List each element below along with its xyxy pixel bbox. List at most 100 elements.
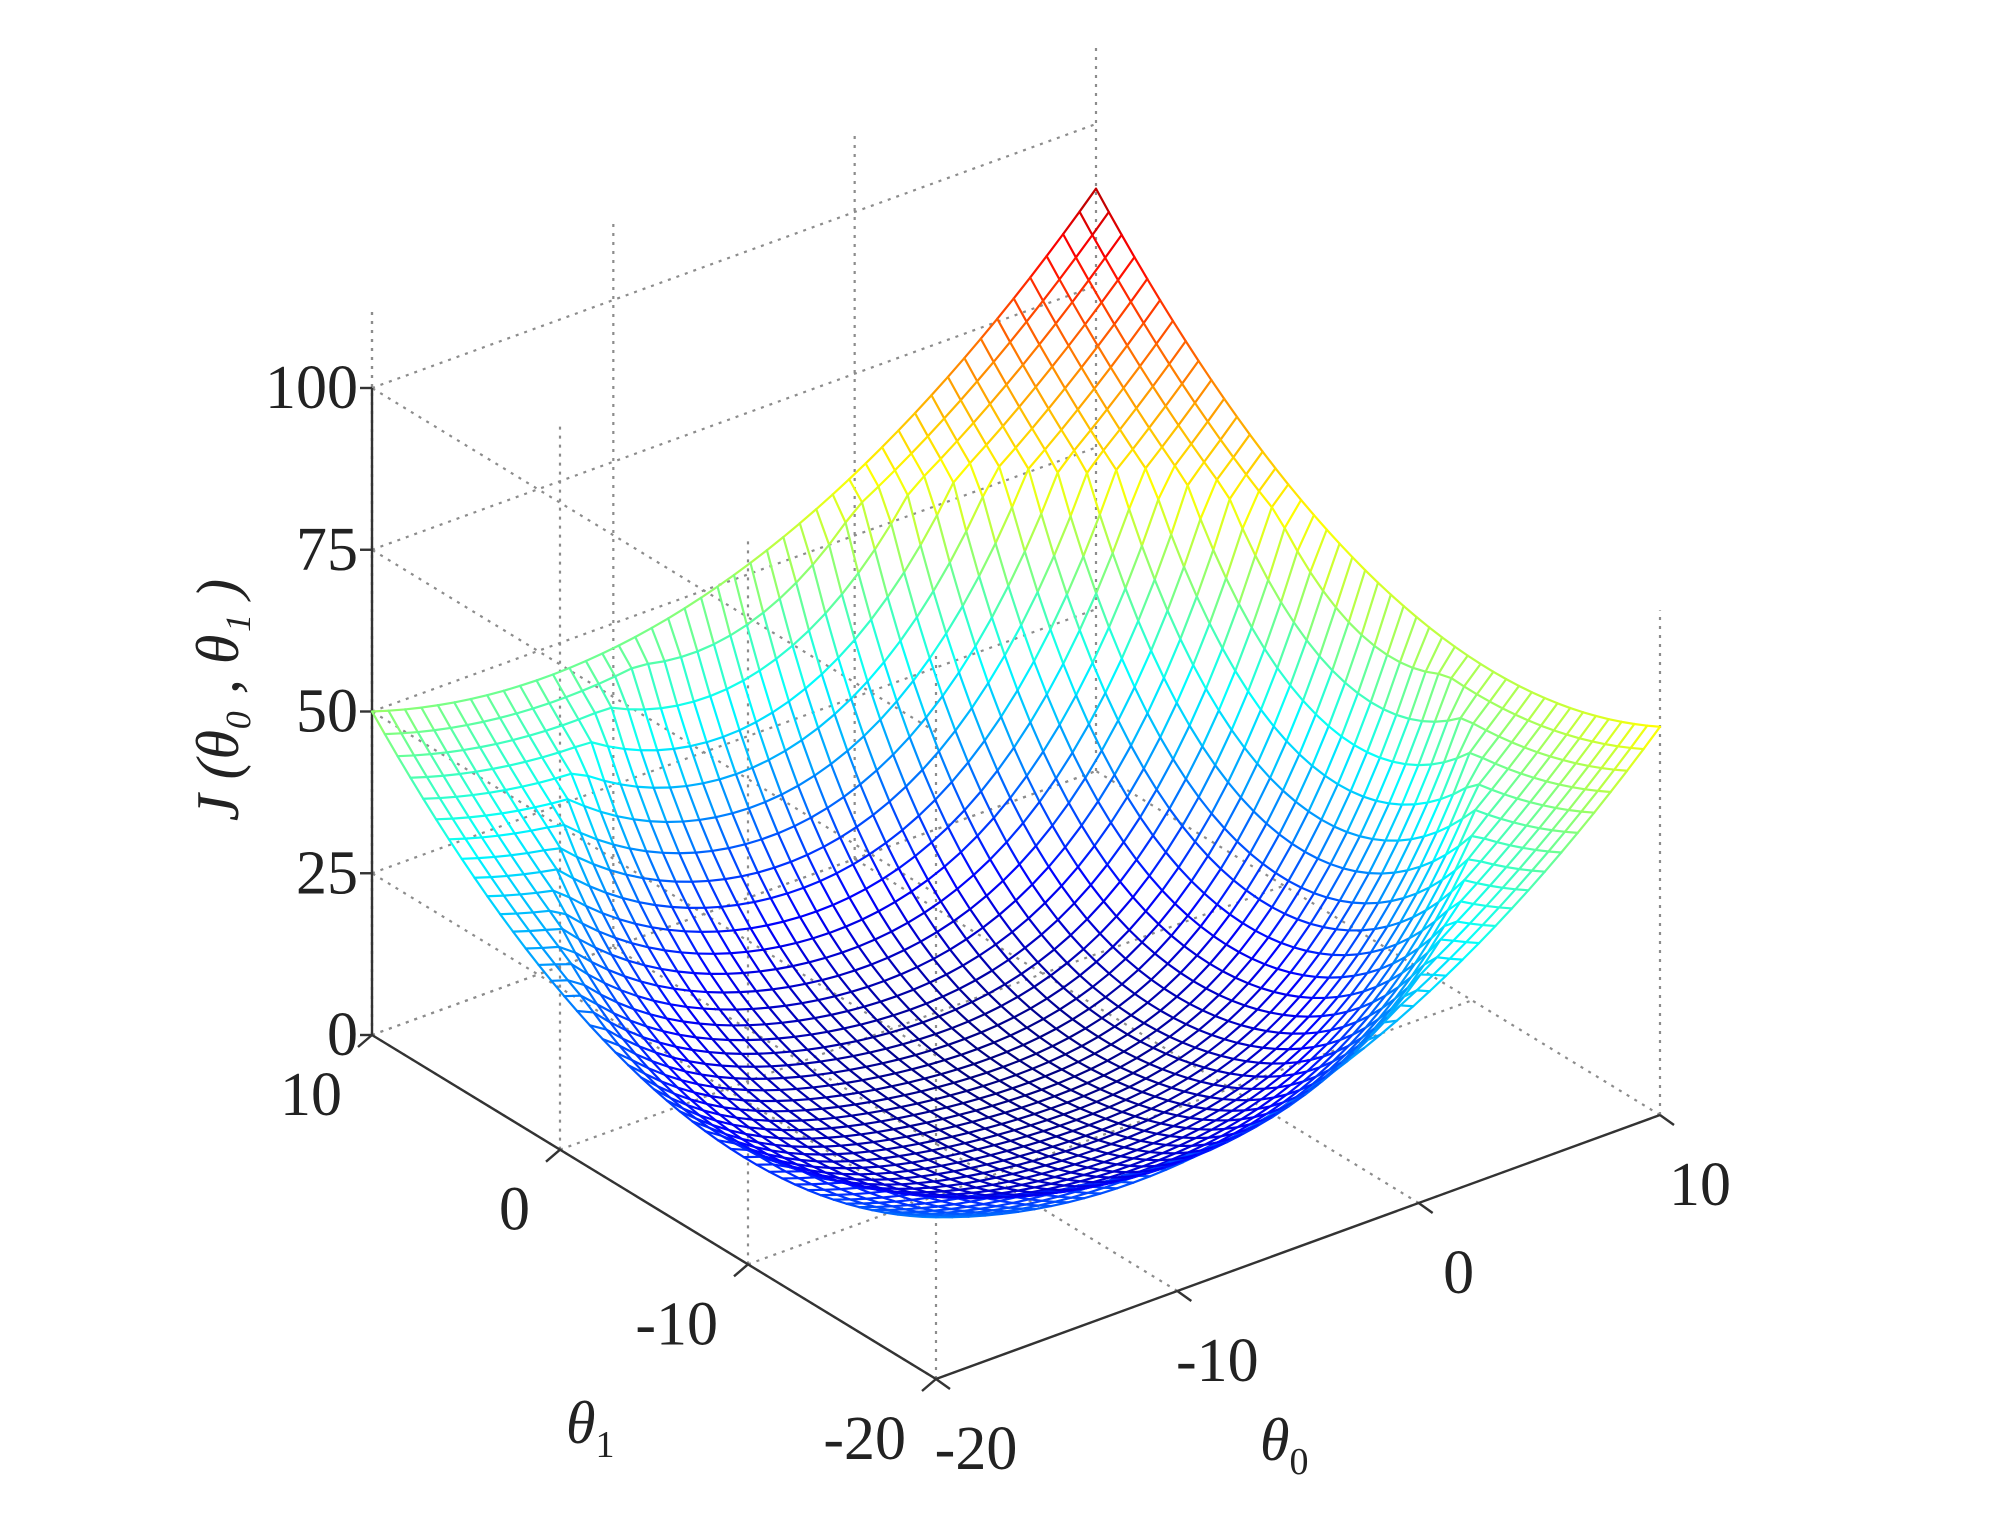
mesh-segment	[1067, 1036, 1083, 1048]
mesh-segment	[528, 929, 544, 950]
mesh-segment	[511, 738, 527, 763]
mesh-segment	[1355, 1014, 1371, 1024]
mesh-segment	[1221, 1087, 1241, 1101]
mesh-segment	[852, 1193, 868, 1200]
mesh-segment	[989, 1154, 1005, 1162]
mesh-segment	[824, 1171, 840, 1180]
mesh-segment	[833, 990, 853, 998]
mesh-segment	[992, 340, 1012, 364]
mesh-segment	[793, 1137, 809, 1148]
mesh-segment	[1108, 1106, 1124, 1114]
mesh-segment	[601, 1038, 617, 1054]
mesh-segment	[1038, 1036, 1054, 1048]
mesh-segment	[681, 1020, 701, 1025]
mesh-segment	[672, 987, 692, 992]
mesh-segment	[996, 769, 1012, 800]
mesh-segment	[813, 1013, 833, 1020]
mesh-segment	[671, 1056, 690, 1063]
mesh-segment	[965, 1084, 985, 1093]
mesh-segment	[396, 755, 412, 779]
mesh-segment	[1324, 976, 1343, 1000]
mesh-segment	[1034, 844, 1050, 868]
mesh-segment	[991, 1104, 1007, 1114]
mesh-segment	[939, 900, 955, 923]
mesh-segment	[632, 818, 652, 823]
mesh-segment	[907, 1167, 926, 1172]
mesh-segment	[989, 1050, 1008, 1060]
mesh-segment	[918, 1139, 937, 1145]
mesh-segment	[1043, 884, 1063, 905]
mesh-segment	[747, 1126, 764, 1138]
mesh-segment	[747, 807, 763, 841]
mesh-segment	[1386, 896, 1405, 928]
mesh-segment	[493, 854, 513, 859]
mesh-segment	[574, 951, 593, 964]
mesh-segment	[1278, 800, 1297, 836]
mesh-segment	[1364, 1018, 1380, 1029]
mesh-segment	[1005, 363, 1025, 386]
mesh-segment	[883, 1211, 899, 1216]
mesh-segment	[839, 1039, 858, 1046]
mesh-segment	[959, 380, 979, 402]
mesh-segment	[1203, 1066, 1219, 1072]
mesh-segment	[524, 760, 540, 785]
mesh-segment	[959, 399, 975, 424]
mesh-segment	[928, 657, 944, 698]
mesh-segment	[592, 1011, 612, 1024]
mesh-segment	[903, 1208, 919, 1213]
mesh-segment	[1550, 808, 1570, 832]
mesh-segment	[1186, 914, 1202, 928]
mesh-segment	[1137, 952, 1157, 971]
mesh-segment	[1058, 723, 1074, 754]
mesh-segment	[1224, 527, 1244, 580]
mesh-segment	[1190, 1062, 1206, 1069]
mesh-segment	[1419, 860, 1435, 868]
mesh-segment	[1373, 593, 1392, 647]
mesh-segment	[1117, 719, 1133, 747]
mesh-segment	[1016, 689, 1032, 724]
mesh-segment	[998, 899, 1017, 916]
mesh-segment	[1316, 1013, 1336, 1034]
mesh-segment	[1053, 1095, 1069, 1104]
mesh-segment	[963, 1037, 979, 1051]
mesh-segment	[681, 1020, 698, 1039]
mesh-segment	[520, 781, 540, 788]
mesh-segment	[531, 911, 548, 931]
mesh-segment	[1210, 1127, 1226, 1131]
mesh-segment	[597, 930, 617, 940]
mesh-segment	[786, 1151, 806, 1156]
mesh-segment	[1051, 1045, 1067, 1056]
mesh-segment	[1336, 744, 1356, 786]
mesh-segment	[1527, 696, 1546, 722]
mesh-segment	[782, 1156, 798, 1166]
mesh-segment	[895, 679, 915, 703]
mesh-segment	[499, 912, 518, 916]
mesh-segment	[1561, 737, 1581, 762]
mesh-segment	[976, 834, 992, 861]
mesh-segment	[1106, 840, 1125, 866]
mesh-segment	[1528, 801, 1545, 807]
mesh-segment	[756, 866, 776, 874]
mesh-segment	[870, 1178, 886, 1186]
mesh-segment	[1512, 801, 1532, 824]
mesh-segment	[850, 1114, 866, 1126]
mesh-segment	[1268, 740, 1288, 780]
mesh-segment	[972, 1062, 988, 1074]
mesh-segment	[1113, 1132, 1129, 1139]
mesh-segment	[941, 1190, 958, 1196]
mesh-segment	[1064, 824, 1083, 849]
mesh-segment	[1004, 1186, 1020, 1192]
mesh-segment	[1104, 983, 1124, 999]
mesh-segment	[936, 1170, 956, 1176]
mesh-segment	[1073, 883, 1092, 905]
mesh-segment	[383, 732, 399, 758]
mesh-segment	[824, 593, 844, 615]
mesh-segment	[1049, 961, 1069, 977]
mesh-segment	[1371, 979, 1391, 1004]
mesh-segment	[938, 1128, 954, 1138]
mesh-segment	[1272, 725, 1288, 743]
mesh-segment	[1446, 716, 1462, 722]
mesh-segment	[566, 798, 582, 834]
mesh-segment	[756, 871, 772, 900]
mesh-segment	[1153, 1086, 1173, 1098]
